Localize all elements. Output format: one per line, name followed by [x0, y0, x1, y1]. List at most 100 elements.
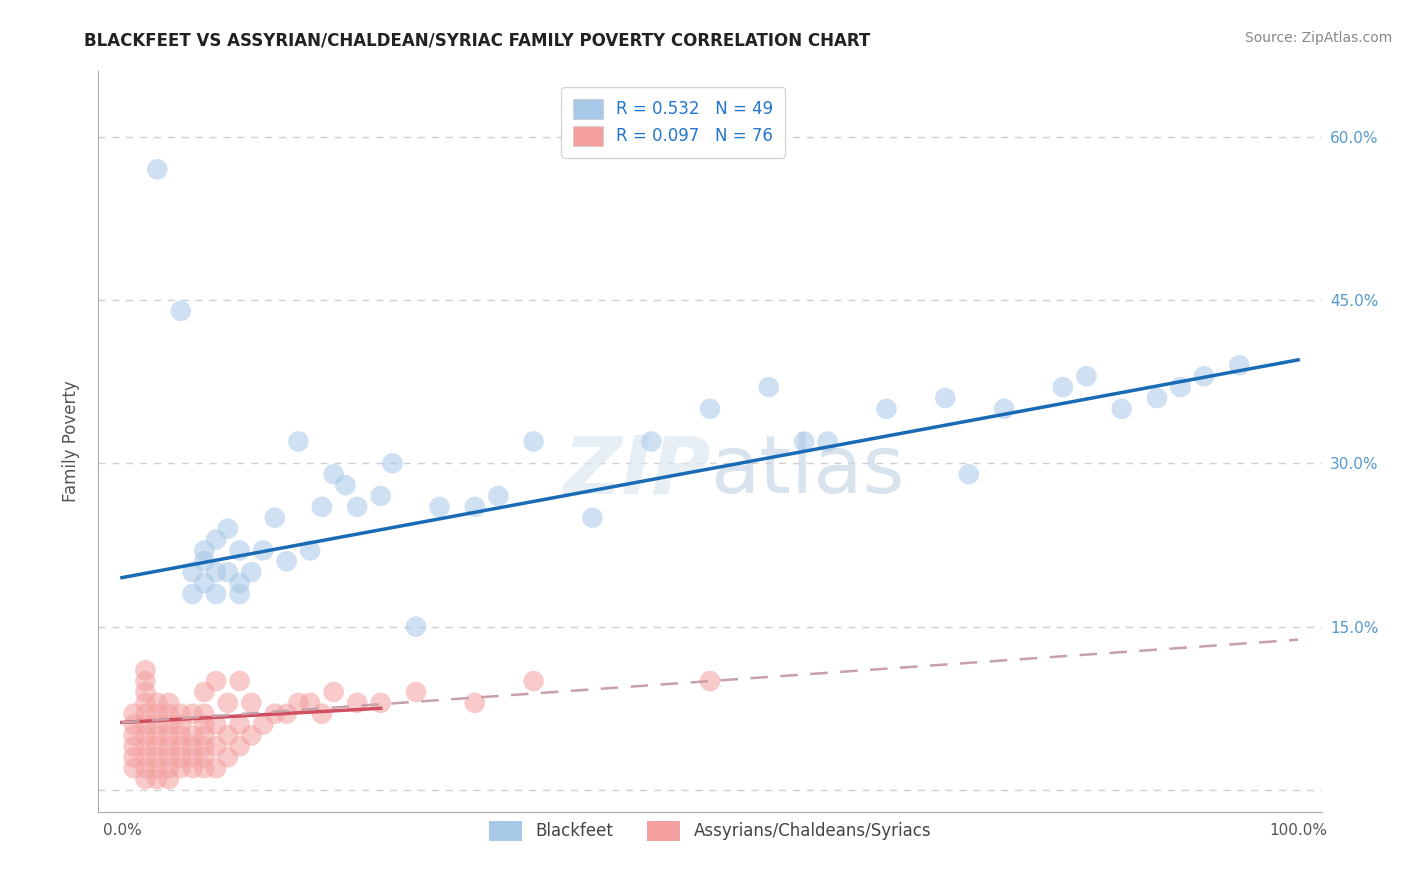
Point	[240, 696, 263, 710]
Point	[993, 401, 1015, 416]
Point	[1146, 391, 1168, 405]
Point	[240, 729, 263, 743]
Point	[640, 434, 662, 449]
Point	[157, 717, 180, 731]
Point	[181, 729, 204, 743]
Point	[1076, 369, 1098, 384]
Point	[146, 729, 169, 743]
Point	[157, 706, 180, 721]
Point	[311, 500, 333, 514]
Point	[581, 510, 603, 524]
Point	[181, 706, 204, 721]
Point	[157, 739, 180, 754]
Point	[193, 543, 215, 558]
Point	[486, 489, 509, 503]
Point	[1192, 369, 1215, 384]
Point	[134, 739, 156, 754]
Point	[146, 696, 169, 710]
Point	[205, 739, 228, 754]
Point	[322, 467, 344, 482]
Point	[228, 717, 250, 731]
Point	[299, 543, 322, 558]
Point	[346, 696, 368, 710]
Point	[134, 663, 156, 677]
Point	[146, 772, 169, 786]
Point	[817, 434, 839, 449]
Point	[134, 706, 156, 721]
Point	[157, 729, 180, 743]
Text: Source: ZipAtlas.com: Source: ZipAtlas.com	[1244, 31, 1392, 45]
Point	[134, 717, 156, 731]
Point	[157, 696, 180, 710]
Point	[170, 304, 193, 318]
Point	[311, 706, 333, 721]
Point	[157, 772, 180, 786]
Point	[276, 706, 298, 721]
Point	[205, 761, 228, 775]
Point	[934, 391, 956, 405]
Point	[523, 434, 546, 449]
Point	[122, 729, 145, 743]
Point	[335, 478, 357, 492]
Point	[322, 685, 344, 699]
Point	[346, 500, 368, 514]
Point	[181, 739, 204, 754]
Point	[263, 510, 285, 524]
Text: BLACKFEET VS ASSYRIAN/CHALDEAN/SYRIAC FAMILY POVERTY CORRELATION CHART: BLACKFEET VS ASSYRIAN/CHALDEAN/SYRIAC FA…	[84, 31, 870, 49]
Point	[523, 674, 546, 689]
Point	[157, 750, 180, 764]
Point	[276, 554, 298, 568]
Point	[181, 587, 204, 601]
Point	[170, 761, 193, 775]
Point	[193, 706, 215, 721]
Point	[464, 696, 486, 710]
Point	[228, 739, 250, 754]
Point	[228, 543, 250, 558]
Point	[228, 587, 250, 601]
Point	[699, 401, 721, 416]
Point	[205, 565, 228, 579]
Point	[793, 434, 815, 449]
Point	[252, 717, 274, 731]
Point	[146, 739, 169, 754]
Point	[170, 729, 193, 743]
Point	[217, 696, 239, 710]
Point	[181, 750, 204, 764]
Point	[193, 576, 215, 591]
Point	[875, 401, 897, 416]
Point	[170, 717, 193, 731]
Point	[240, 565, 263, 579]
Point	[193, 717, 215, 731]
Point	[170, 739, 193, 754]
Point	[157, 761, 180, 775]
Point	[205, 674, 228, 689]
Point	[217, 729, 239, 743]
Point	[1227, 359, 1250, 373]
Point	[957, 467, 980, 482]
Point	[193, 685, 215, 699]
Point	[287, 434, 309, 449]
Legend: Blackfeet, Assyrians/Chaldeans/Syriacs: Blackfeet, Assyrians/Chaldeans/Syriacs	[482, 814, 938, 847]
Point	[228, 576, 250, 591]
Point	[299, 696, 322, 710]
Point	[370, 696, 392, 710]
Point	[429, 500, 451, 514]
Point	[205, 587, 228, 601]
Point	[1170, 380, 1192, 394]
Point	[464, 500, 486, 514]
Point	[146, 162, 169, 177]
Point	[122, 717, 145, 731]
Point	[193, 761, 215, 775]
Point	[405, 619, 427, 633]
Point	[1111, 401, 1133, 416]
Y-axis label: Family Poverty: Family Poverty	[62, 381, 80, 502]
Point	[134, 729, 156, 743]
Point	[699, 674, 721, 689]
Point	[146, 750, 169, 764]
Point	[170, 706, 193, 721]
Point	[146, 717, 169, 731]
Point	[287, 696, 309, 710]
Point	[381, 456, 404, 470]
Point	[146, 706, 169, 721]
Point	[205, 717, 228, 731]
